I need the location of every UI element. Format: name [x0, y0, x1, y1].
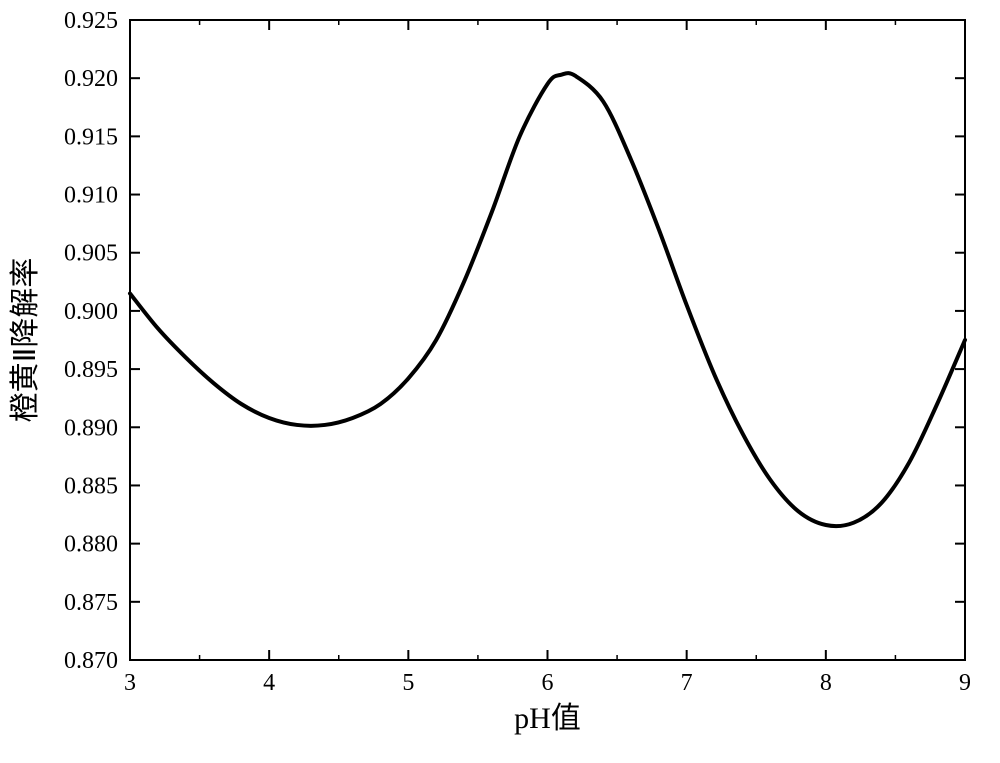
y-tick-label: 0.915: [64, 124, 118, 150]
y-tick-label: 0.925: [64, 8, 118, 34]
y-tick-label: 0.900: [64, 299, 118, 325]
y-tick-label: 0.875: [64, 590, 118, 616]
y-tick-label: 0.905: [64, 241, 118, 267]
chart-svg: 3 4 5 6 7 8 9 0.870 0.875 0.880 0.885 0.890 0.895 0.9…: [0, 0, 1000, 758]
x-tick-label: 7: [681, 670, 693, 696]
x-tick-label: 6: [542, 670, 554, 696]
data-line: [130, 73, 965, 526]
y-tick-label: 0.880: [64, 532, 118, 558]
y-tick-label: 0.885: [64, 473, 118, 499]
x-tick-label: 9: [959, 670, 971, 696]
y-tick-label: 0.895: [64, 357, 118, 383]
y-axis-label: 橙黄Ⅱ降解率: [9, 258, 42, 423]
x-tick-label: 4: [263, 670, 275, 696]
x-tick-label: 5: [402, 670, 414, 696]
x-tick-label: 8: [820, 670, 832, 696]
chart-container: 3 4 5 6 7 8 9 0.870 0.875 0.880 0.885 0.890 0.895 0.9…: [0, 0, 1000, 758]
y-tick-label: 0.910: [64, 183, 118, 209]
x-axis-label: pH值: [514, 702, 581, 735]
y-tick-label: 0.870: [64, 648, 118, 674]
x-tick-label: 3: [124, 670, 136, 696]
plot-frame: [130, 20, 965, 660]
y-tick-label: 0.920: [64, 66, 118, 92]
y-tick-label: 0.890: [64, 415, 118, 441]
